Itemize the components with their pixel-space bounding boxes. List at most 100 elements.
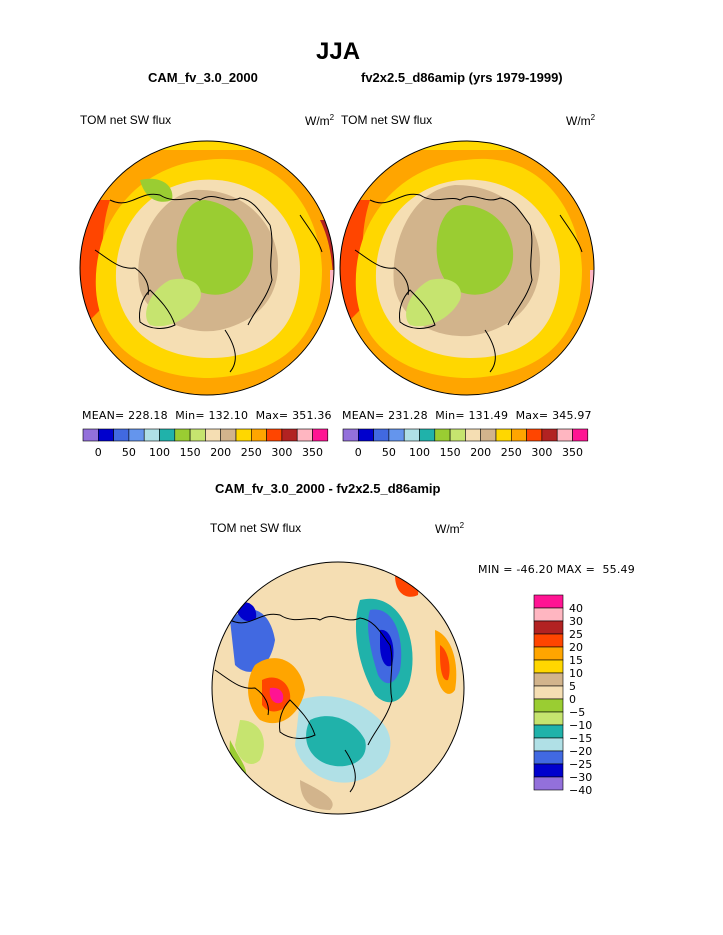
left-colorbar-swatch xyxy=(113,428,130,442)
right-colorbar: 0 50 100 150 200 250 300 350 xyxy=(342,428,589,459)
diff-colorbar-tick-label: −15 xyxy=(569,732,592,745)
left-colorbar-swatch xyxy=(159,428,176,442)
right-colorbar-swatch xyxy=(342,428,359,442)
diff-colorbar-swatch xyxy=(533,724,564,739)
right-colorbar-swatch xyxy=(572,428,589,442)
left-unit-label: W/m2 xyxy=(305,113,335,128)
diff-colorbar-swatch xyxy=(533,763,564,778)
left-colorbar-swatch xyxy=(296,428,313,442)
diff-unit-label: W/m2 xyxy=(435,521,465,536)
left-colorbar-tick-label: 200 xyxy=(210,446,231,459)
diff-colorbar-swatch xyxy=(533,711,564,726)
diff-colorbar-tick-label: 40 xyxy=(569,602,583,615)
left-min-value: 132.10 xyxy=(208,409,249,422)
diff-colorbar-swatch xyxy=(533,737,564,752)
right-colorbar-swatch xyxy=(480,428,497,442)
right-colorbar-swatch xyxy=(403,428,420,442)
diff-colorbar-swatch xyxy=(533,633,564,648)
diff-colorbar-tick-label: −5 xyxy=(569,706,585,719)
diff-polar-map xyxy=(211,561,465,815)
left-colorbar-tick-label: 50 xyxy=(122,446,136,459)
right-colorbar-tick-label: 250 xyxy=(501,446,522,459)
diff-colorbar-tick-label: 5 xyxy=(569,680,576,693)
left-colorbar-tick-label: 350 xyxy=(302,446,323,459)
page-title: JJA xyxy=(316,38,361,65)
right-colorbar-swatch xyxy=(495,428,512,442)
right-colorbar-swatch xyxy=(541,428,558,442)
right-mean-value: 231.28 xyxy=(388,409,428,422)
right-model-title: fv2x2.5_d86amip (yrs 1979-1999) xyxy=(361,70,563,85)
right-colorbar-tick-label: 100 xyxy=(409,446,430,459)
right-colorbar-swatch xyxy=(510,428,527,442)
left-max-value: 351.36 xyxy=(292,409,332,422)
diff-stats: MIN = -46.20 MAX = 55.49 xyxy=(478,563,635,576)
diff-min-value: -46.20 xyxy=(516,563,554,576)
left-colorbar-swatch xyxy=(251,428,267,442)
left-colorbar-swatch xyxy=(189,428,206,442)
left-stats: MEAN= 228.18 Min= 132.10 Max= 351.36 xyxy=(82,409,332,422)
right-stats: MEAN= 231.28 Min= 131.49 Max= 345.97 xyxy=(342,409,592,422)
diff-colorbar-tick-label: 0 xyxy=(569,693,576,706)
right-colorbar-swatch xyxy=(419,428,436,442)
left-colorbar-swatch xyxy=(281,428,298,442)
diff-colorbar-swatch xyxy=(533,685,564,700)
diff-colorbar-tick-label: −10 xyxy=(569,719,592,732)
diff-colorbar-swatch xyxy=(533,776,564,791)
diff-colorbar-tick-label: −25 xyxy=(569,758,592,771)
diff-colorbar-swatch xyxy=(533,594,564,609)
right-colorbar-tick-label: 350 xyxy=(562,446,583,459)
right-colorbar-swatch xyxy=(388,428,405,442)
right-colorbar-swatch xyxy=(357,428,374,442)
diff-colorbar-tick-label: 20 xyxy=(569,641,583,654)
right-field-label: TOM net SW flux xyxy=(341,113,433,127)
right-colorbar-tick-label: 300 xyxy=(531,446,552,459)
diff-colorbar-swatch xyxy=(533,659,564,674)
left-polar-map xyxy=(79,140,335,396)
diff-title: CAM_fv_3.0_2000 - fv2x2.5_d86amip xyxy=(215,481,441,496)
left-region-siberia-patch xyxy=(140,178,173,202)
diff-colorbar-tick-label: −30 xyxy=(569,771,592,784)
diff-colorbar-swatch xyxy=(533,620,564,635)
diff-colorbar-swatch xyxy=(533,646,564,661)
diff-region-atlantic-negative xyxy=(306,716,366,767)
diff-field-label: TOM net SW flux xyxy=(210,521,302,535)
left-colorbar-tick-label: 150 xyxy=(180,446,201,459)
right-polar-map xyxy=(339,140,595,396)
left-colorbar: 0 50 100 150 200 250 300 350 xyxy=(82,428,329,459)
right-colorbar-swatch xyxy=(465,428,481,442)
right-colorbar-swatch xyxy=(556,428,573,442)
left-colorbar-swatch xyxy=(205,428,221,442)
left-region-arctic-ocean xyxy=(176,200,254,295)
left-model-title: CAM_fv_3.0_2000 xyxy=(148,70,258,85)
left-colorbar-tick-label: 250 xyxy=(241,446,262,459)
right-colorbar-tick-label: 50 xyxy=(382,446,396,459)
left-colorbar-swatch xyxy=(312,428,329,442)
left-colorbar-swatch xyxy=(128,428,145,442)
diff-max-value: 55.49 xyxy=(602,563,635,576)
diff-colorbar-tick-label: 25 xyxy=(569,628,583,641)
right-region-greenland xyxy=(406,278,461,327)
right-colorbar-tick-label: 150 xyxy=(440,446,461,459)
diff-colorbar-tick-label: 30 xyxy=(569,615,583,628)
right-region-arctic-ocean xyxy=(436,205,514,295)
right-min-value: 131.49 xyxy=(468,409,509,422)
diff-colorbar-tick-label: 15 xyxy=(569,654,583,667)
diff-colorbar-tick-label: 10 xyxy=(569,667,583,680)
diff-colorbar-swatch xyxy=(533,750,564,765)
right-colorbar-swatch xyxy=(434,428,451,442)
right-colorbar-tick-label: 0 xyxy=(355,446,362,459)
left-colorbar-swatch xyxy=(82,428,99,442)
right-colorbar-swatch xyxy=(449,428,466,442)
right-max-value: 345.97 xyxy=(552,409,592,422)
right-colorbar-swatch xyxy=(526,428,543,442)
diff-region-west-negative xyxy=(230,609,275,672)
left-colorbar-swatch xyxy=(143,428,160,442)
right-colorbar-tick-label: 200 xyxy=(470,446,491,459)
diff-colorbar-swatch xyxy=(533,672,564,687)
diff-colorbar-swatch xyxy=(533,607,564,622)
left-field-label: TOM net SW flux xyxy=(80,113,172,127)
left-colorbar-tick-label: 0 xyxy=(95,446,102,459)
left-colorbar-tick-label: 300 xyxy=(271,446,292,459)
